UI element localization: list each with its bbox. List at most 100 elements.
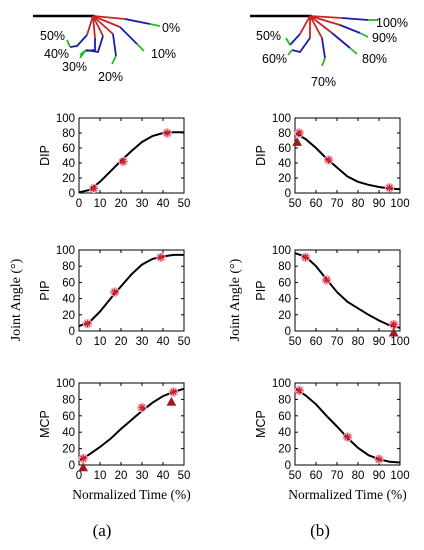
y-tick-label: 20 [278,444,291,456]
marker-star [302,253,309,261]
y-tick-label: 20 [62,173,75,185]
axes-box [78,117,185,194]
marker-star [323,276,330,284]
y-tick-label: 20 [278,310,291,322]
y-tick-label: 60 [62,277,75,289]
marker-circle [168,387,179,397]
panel-ylabel: PIP [254,280,268,300]
marker-circle [342,432,353,442]
y-tick-label: 60 [62,143,75,155]
marker-circle [321,275,332,285]
column-label-a: (a) [93,521,112,540]
x-tick-label: 50 [178,336,191,348]
x-tick-label: 70 [331,198,344,210]
y-tick-label: 100 [272,113,291,125]
x-tick-label: 50 [289,198,302,210]
mean-curve [78,131,184,194]
y-tick-label: 40 [62,294,75,306]
y-tick-label: 20 [278,173,291,185]
x-tick-label: 80 [352,470,365,482]
marker-star [375,455,383,463]
x-tick-label: 0 [76,198,82,210]
finger-diagram-b: 100% 90% 80% 70% 60% 50% [250,14,408,89]
y-tick-label: 100 [272,245,291,257]
marker-circle [156,252,166,262]
axes-box [294,117,401,194]
mean-curve [78,253,184,328]
x-tick-label: 50 [289,470,302,482]
marker-circle [323,155,334,165]
y-tick-label: 80 [62,261,75,273]
x-tick-label: 20 [115,198,128,210]
axes-box [78,249,185,332]
pct-label-60: 60% [262,52,287,66]
marker-star [344,433,351,441]
shared-ylabel-b: Joint Angle (°) [228,258,243,341]
column-label-b: (b) [310,521,330,540]
panel-pip-b: 50 60 70 80 90 100 0 20 40 60 80 100 PIP [254,245,410,348]
marker-star [157,253,165,261]
axes-box [294,382,401,466]
marker-circle [88,183,99,194]
y-tick-label: 60 [278,277,291,289]
y-tick-label: 100 [272,378,291,390]
marker-star [138,404,146,412]
marker-star [295,386,303,394]
mean-curve [294,252,401,329]
x-tick-label: 20 [115,470,128,482]
marker-star [325,156,333,164]
x-tick-label: 0 [76,336,82,348]
axes-box [294,249,401,332]
y-tick-label: 60 [278,143,291,155]
pct-label-40: 40% [44,47,69,61]
x-axis-label: Normalized Time (%) [288,487,406,502]
y-tick-label: 20 [62,444,75,456]
y-tick-label: 0 [285,460,291,472]
x-tick-label: 10 [94,336,107,348]
pct-label-70: 70% [311,75,336,89]
marker-triangle [292,136,303,146]
marker-circle [300,252,311,262]
marker-circle [374,454,384,464]
panel-dip-b: 50 60 70 80 90 100 0 20 40 60 80 100 DIP [254,113,410,210]
marker-circle [162,128,172,138]
finger-diagram-a: 0% 10% 20% 30% 40% 50% [33,14,180,84]
marker-circle [294,385,304,396]
y-tick-label: 0 [69,460,75,472]
marker-circle [294,128,304,138]
mean-curve [294,132,401,191]
x-tick-label: 40 [157,198,170,210]
marker-star [119,158,127,165]
marker-triangle [388,327,399,337]
x-tick-label: 80 [352,198,365,210]
x-tick-label: 60 [310,336,323,348]
x-tick-label: 50 [178,198,191,210]
x-tick-label: 50 [178,470,191,482]
panel-ylabel: MCP [38,410,52,438]
y-tick-label: 100 [56,378,75,390]
marker-star [111,288,119,296]
y-tick-label: 60 [278,411,291,423]
marker-circle [137,402,147,413]
marker-triangle [78,462,89,472]
shared-ylabel-a: Joint Angle (°) [9,258,24,341]
marker-circle [78,453,88,464]
pct-label-0: 0% [162,21,180,35]
x-tick-label: 100 [390,470,409,482]
y-tick-label: 80 [278,128,291,140]
x-tick-label: 100 [390,198,409,210]
y-tick-label: 20 [62,310,75,322]
x-tick-label: 70 [331,336,344,348]
pct-label-30: 30% [62,60,87,74]
x-tick-label: 80 [352,336,365,348]
x-tick-label: 30 [136,470,149,482]
panel-dip-a: 0 10 20 30 40 50 0 20 40 60 80 100 DIP [38,113,190,210]
marker-star [390,321,398,328]
x-tick-label: 40 [157,336,170,348]
pct-label-50: 50% [40,29,65,43]
y-tick-label: 40 [62,427,75,439]
x-tick-label: 90 [373,198,386,210]
y-tick-label: 60 [62,411,75,423]
y-tick-label: 0 [285,326,291,338]
